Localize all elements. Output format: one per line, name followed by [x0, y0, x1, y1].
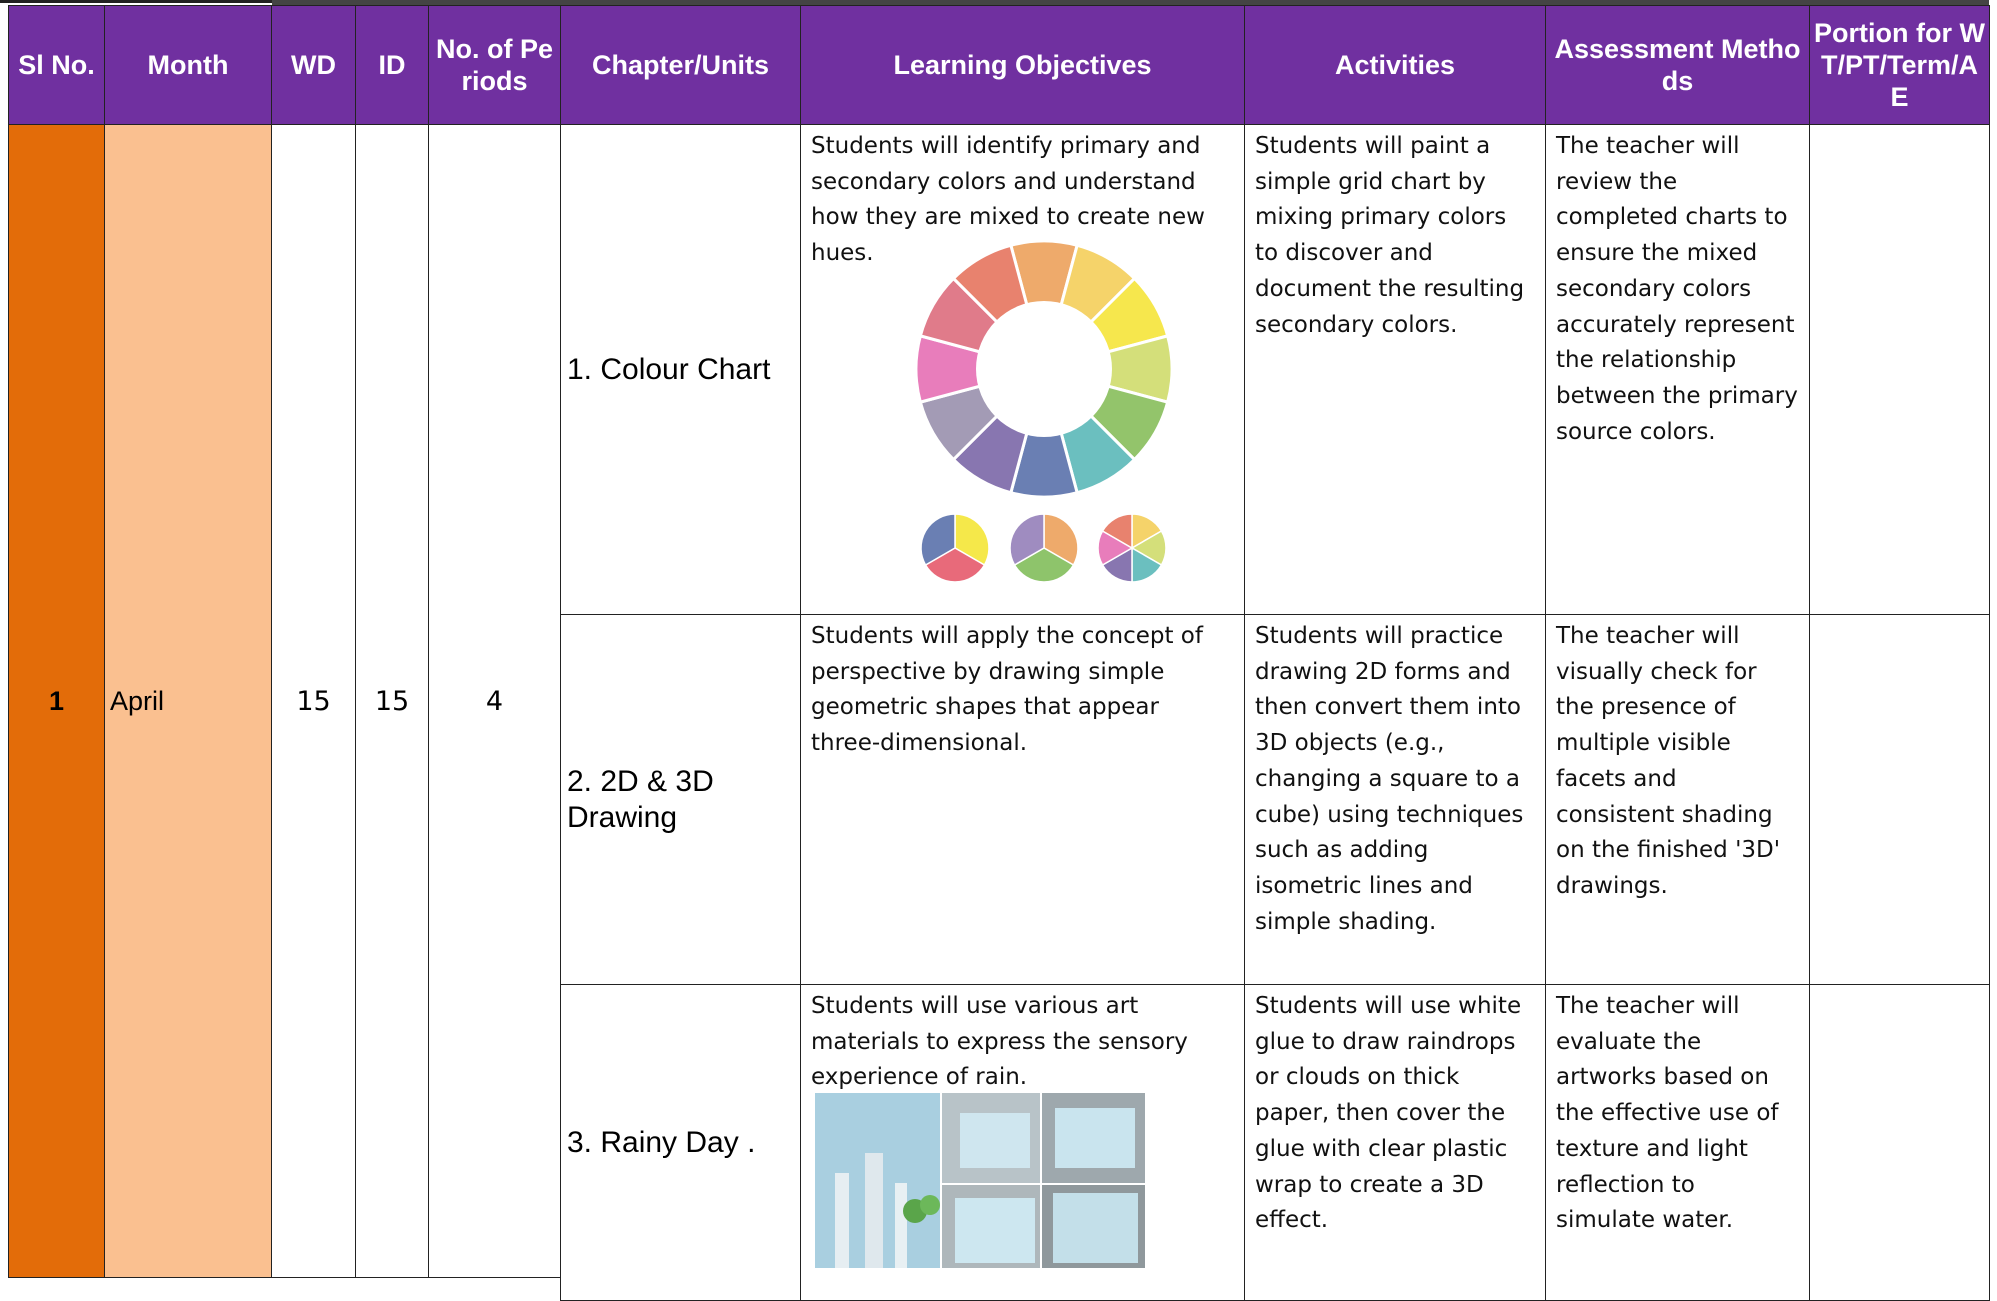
chapter: 3. Rainy Day .: [560, 984, 801, 1301]
portion: [1809, 124, 1990, 615]
header-cell: Learning Objectives: [800, 5, 1245, 125]
assessment: The teacher will visually check for the …: [1545, 614, 1810, 985]
header-cell: Sl No.: [8, 5, 105, 125]
activities: Students will paint a simple grid chart …: [1244, 124, 1546, 615]
working-days: 15: [271, 124, 356, 1278]
header-cell: Portion for WT/PT/Term/AE: [1809, 5, 1990, 125]
header-cell: ID: [355, 5, 429, 125]
color-wheel-image: [914, 239, 1174, 583]
header-cell: No. of Periods: [428, 5, 561, 125]
instructional-days: 15: [355, 124, 429, 1278]
activities: Students will use white glue to draw rai…: [1244, 984, 1546, 1301]
rainy-photo: [815, 1093, 1145, 1268]
header-cell: Chapter/Units: [560, 5, 801, 125]
header-cell: Month: [104, 5, 272, 125]
header-cell: WD: [271, 5, 356, 125]
chapter: 1. Colour Chart: [560, 124, 801, 615]
portion: [1809, 984, 1990, 1301]
assessment: The teacher will evaluate the artworks b…: [1545, 984, 1810, 1301]
serial-number: 1: [8, 124, 105, 1278]
activities: Students will practice drawing 2D forms …: [1244, 614, 1546, 985]
periods: 4: [428, 124, 561, 1278]
top-rule: [272, 0, 1989, 5]
learning-objective: Students will apply the concept of persp…: [800, 614, 1245, 985]
chapter: 2. 2D & 3D Drawing: [560, 614, 801, 985]
header-cell: Activities: [1244, 5, 1546, 125]
top-rule: [0, 0, 272, 3]
learning-objective: Students will use various art materials …: [800, 984, 1245, 1301]
assessment: The teacher will review the completed ch…: [1545, 124, 1810, 615]
month: April: [104, 124, 272, 1278]
portion: [1809, 614, 1990, 985]
learning-objective: Students will identify primary and secon…: [800, 124, 1245, 615]
header-cell: Assessment Methods: [1545, 5, 1810, 125]
